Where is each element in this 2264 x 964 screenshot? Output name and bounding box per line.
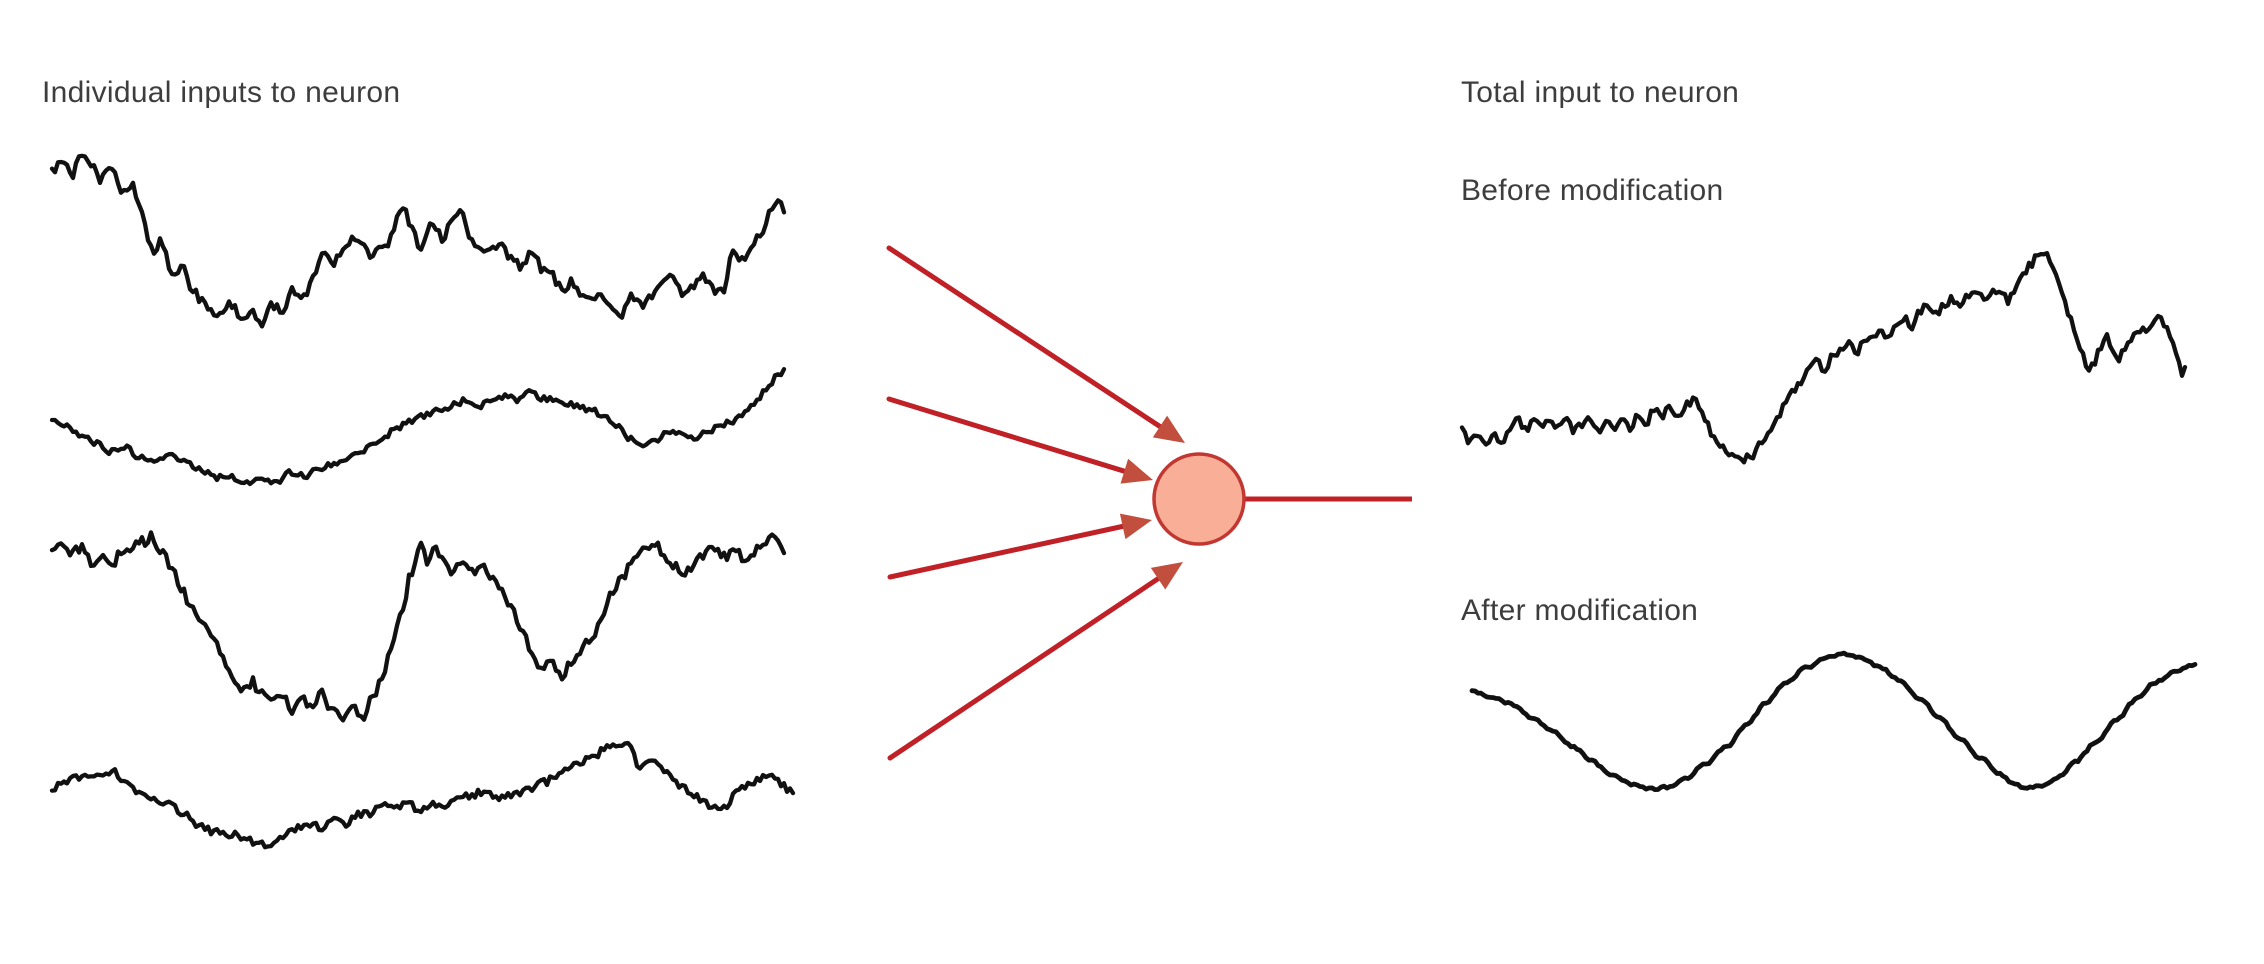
input-trace-3 — [49, 530, 787, 723]
arrowhead-icon-4 — [1150, 562, 1183, 590]
arrowhead-icon-1 — [1152, 415, 1185, 443]
total-trace-before — [1459, 250, 2188, 465]
after-modification-label: After modification — [1461, 594, 1699, 627]
total-trace-after — [1469, 650, 2198, 792]
right-panel-title: Total input to neuron — [1461, 76, 1740, 109]
input-arrow-3 — [887, 523, 1126, 580]
input-arrow-1 — [886, 245, 1163, 429]
arrowhead-icon-2 — [1120, 458, 1153, 484]
input-trace-2 — [49, 367, 787, 487]
input-trace-4 — [49, 740, 796, 850]
left-panel-title: Individual inputs to neuron — [42, 76, 401, 109]
input-trace-1 — [49, 153, 787, 329]
neuron-soma — [1152, 452, 1246, 546]
before-modification-label: Before modification — [1461, 174, 1724, 207]
arrowhead-icon-3 — [1119, 513, 1152, 540]
input-arrow-2 — [886, 396, 1127, 474]
input-arrow-4 — [887, 576, 1161, 761]
